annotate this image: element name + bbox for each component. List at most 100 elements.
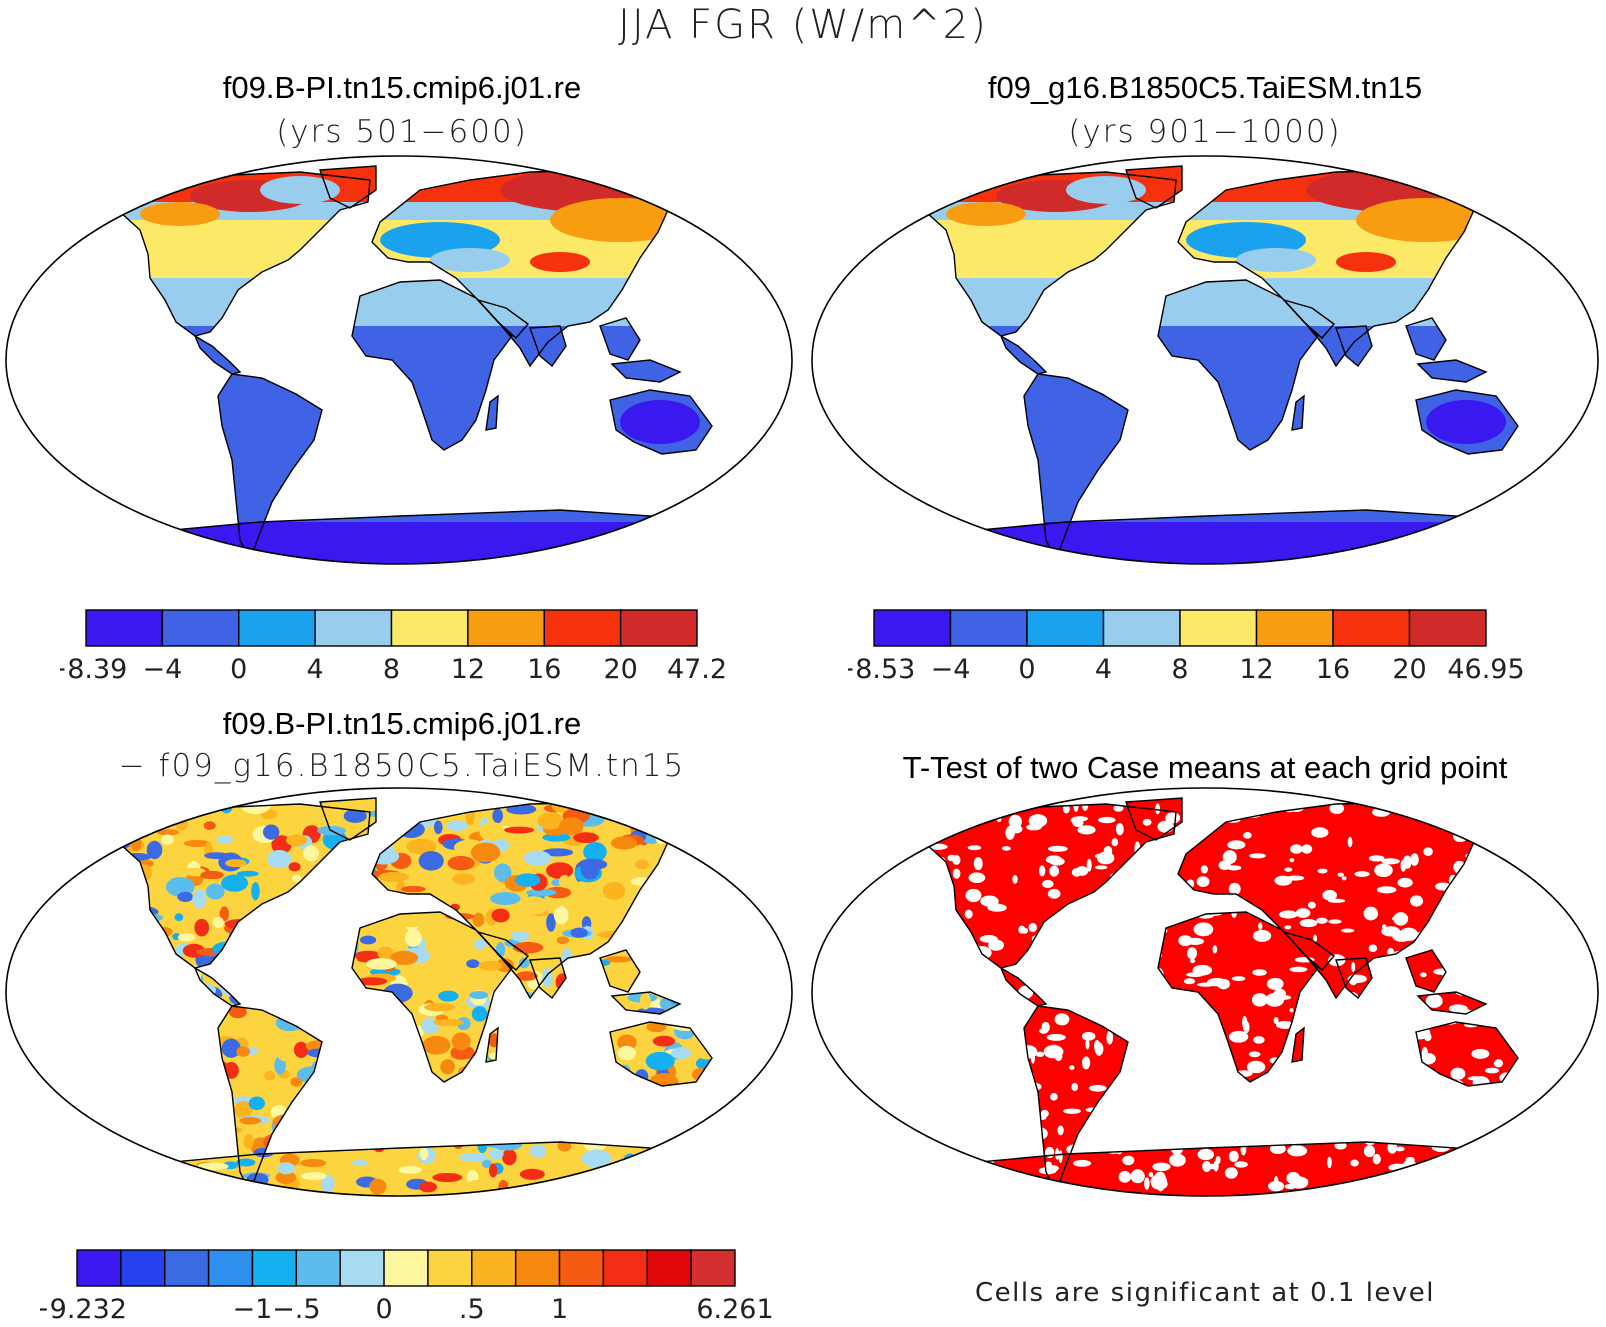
anomaly-cell (6, 934, 15, 950)
anomaly-cell (761, 1142, 775, 1150)
anomaly-cell (6, 826, 17, 847)
anomaly-cell (561, 948, 573, 967)
nonsignificant-cell (1249, 853, 1267, 859)
nonsignificant-cell (831, 1140, 851, 1151)
anomaly-cell (320, 1174, 335, 1193)
nonsignificant-cell (1164, 1121, 1173, 1134)
nonsignificant-cell (1042, 879, 1054, 889)
anomaly-cell (200, 870, 224, 880)
nonsignificant-cell (1094, 865, 1108, 870)
nonsignificant-cell (828, 893, 847, 898)
anomaly-cell (346, 899, 373, 915)
nonsignificant-cell (1228, 1150, 1239, 1163)
nonsignificant-cell (1160, 1110, 1169, 1115)
nonsignificant-cell (1050, 1092, 1058, 1101)
nonsignificant-cell (1086, 1116, 1105, 1125)
anomaly-cell (634, 859, 649, 870)
anomaly-cell (650, 931, 679, 941)
nonsignificant-cell (1416, 930, 1435, 941)
nonsignificant-cell (1363, 1145, 1376, 1158)
coastline-seAsia (599, 949, 641, 993)
nonsignificant-cell (1572, 837, 1591, 848)
colorbar-tick-label: −1 (233, 1294, 273, 1324)
anomaly-cell (670, 997, 685, 1006)
nonsignificant-cell (1014, 1057, 1027, 1064)
nonsignificant-cell (1322, 1033, 1337, 1042)
colorbar-case1-boxes (85, 609, 698, 647)
nonsignificant-cell (1417, 1103, 1427, 1116)
anomaly-cell (600, 1064, 612, 1080)
anomaly-cell (775, 902, 792, 912)
nonsignificant-cell (1057, 969, 1074, 975)
nonsignificant-cell (968, 969, 981, 979)
anomaly-cell (177, 891, 194, 903)
figure-title: JJA FGR (W/m^2) (618, 2, 988, 48)
nonsignificant-cell (1126, 1078, 1140, 1086)
anomaly-cell (696, 1176, 718, 1194)
anomaly-cell (466, 959, 480, 969)
nonsignificant-cell (1600, 987, 1606, 991)
nonsignificant-cell (1322, 1129, 1328, 1142)
nonsignificant-cell (856, 834, 874, 840)
anomaly-cell (14, 1030, 32, 1043)
anomaly-cell (576, 1088, 590, 1097)
anomaly-cell (368, 848, 400, 865)
colorbar-tick-label: −8.39 (60, 654, 127, 684)
anomaly-cell (398, 911, 426, 928)
nonsignificant-cell (1151, 1178, 1168, 1190)
nonsignificant-cell (1166, 1044, 1178, 1052)
anomaly-cell (652, 1035, 676, 1047)
colorbar-diff-labels: −9.232 −1−.5 0 .5 1 6.261 (40, 1294, 774, 1324)
anomaly-cell (613, 1176, 638, 1184)
nonsignificant-cell (1372, 1153, 1381, 1165)
anomaly-cell (728, 945, 742, 962)
nonsignificant-cell (1512, 1030, 1527, 1044)
colorbar-tick-label: 20 (603, 654, 637, 684)
nonsignificant-cell (1535, 816, 1541, 825)
anomaly-cell (302, 890, 320, 906)
nonsignificant-cell (1269, 1143, 1286, 1155)
colorbar-tick-label: 16 (1316, 654, 1350, 684)
significance-note: Cells are significant at 0.1 level (974, 1278, 1436, 1308)
nonsignificant-cell (1131, 1110, 1146, 1118)
nonsignificant-cell (1217, 978, 1230, 990)
anomaly-cell (559, 817, 584, 836)
anomaly-cell (351, 1159, 369, 1167)
anomaly-cell (204, 1060, 231, 1080)
colorbar-box (238, 609, 316, 647)
anomaly-cell (42, 842, 71, 862)
nonsignificant-cell (867, 1166, 883, 1180)
anomaly-cell (378, 872, 410, 882)
nonsignificant-cell (1202, 1160, 1212, 1173)
anomaly-cell (740, 954, 760, 965)
anomaly-cell (220, 1088, 230, 1102)
anomaly-cell (502, 1149, 517, 1166)
tibet-hot (1336, 252, 1396, 272)
anomaly-cell (251, 882, 260, 901)
coastline-greenland (319, 797, 377, 841)
anomaly-cell (100, 1135, 117, 1155)
nonsignificant-cell (846, 800, 866, 809)
nonsignificant-cell (1403, 1077, 1420, 1086)
anomaly-cell (354, 1081, 379, 1100)
colorbar-tick-label: 6.261 (696, 1294, 773, 1324)
anomaly-cell (248, 987, 261, 995)
anomaly-cell (558, 875, 571, 888)
nonsignificant-cell (1100, 947, 1110, 955)
anomaly-cell (108, 1178, 132, 1196)
nonsignificant-cell (1307, 1046, 1327, 1056)
nonsignificant-cell (1419, 1185, 1424, 1196)
anomaly-cell (193, 797, 213, 812)
nonsignificant-cell (957, 1054, 965, 1067)
nonsignificant-cell (1450, 1067, 1466, 1080)
anomaly-cell (69, 889, 91, 909)
anomaly-cell (602, 881, 626, 900)
anomaly-cell (131, 930, 158, 948)
arctic-band (812, 156, 1598, 202)
anomaly-cell (23, 1071, 32, 1079)
anomaly-cell (319, 1105, 349, 1124)
anomaly-cell (561, 1100, 577, 1114)
colorbar-tick-label: −4 (142, 654, 182, 684)
nonsignificant-cell (857, 951, 869, 960)
nonsignificant-cell (975, 1085, 988, 1095)
